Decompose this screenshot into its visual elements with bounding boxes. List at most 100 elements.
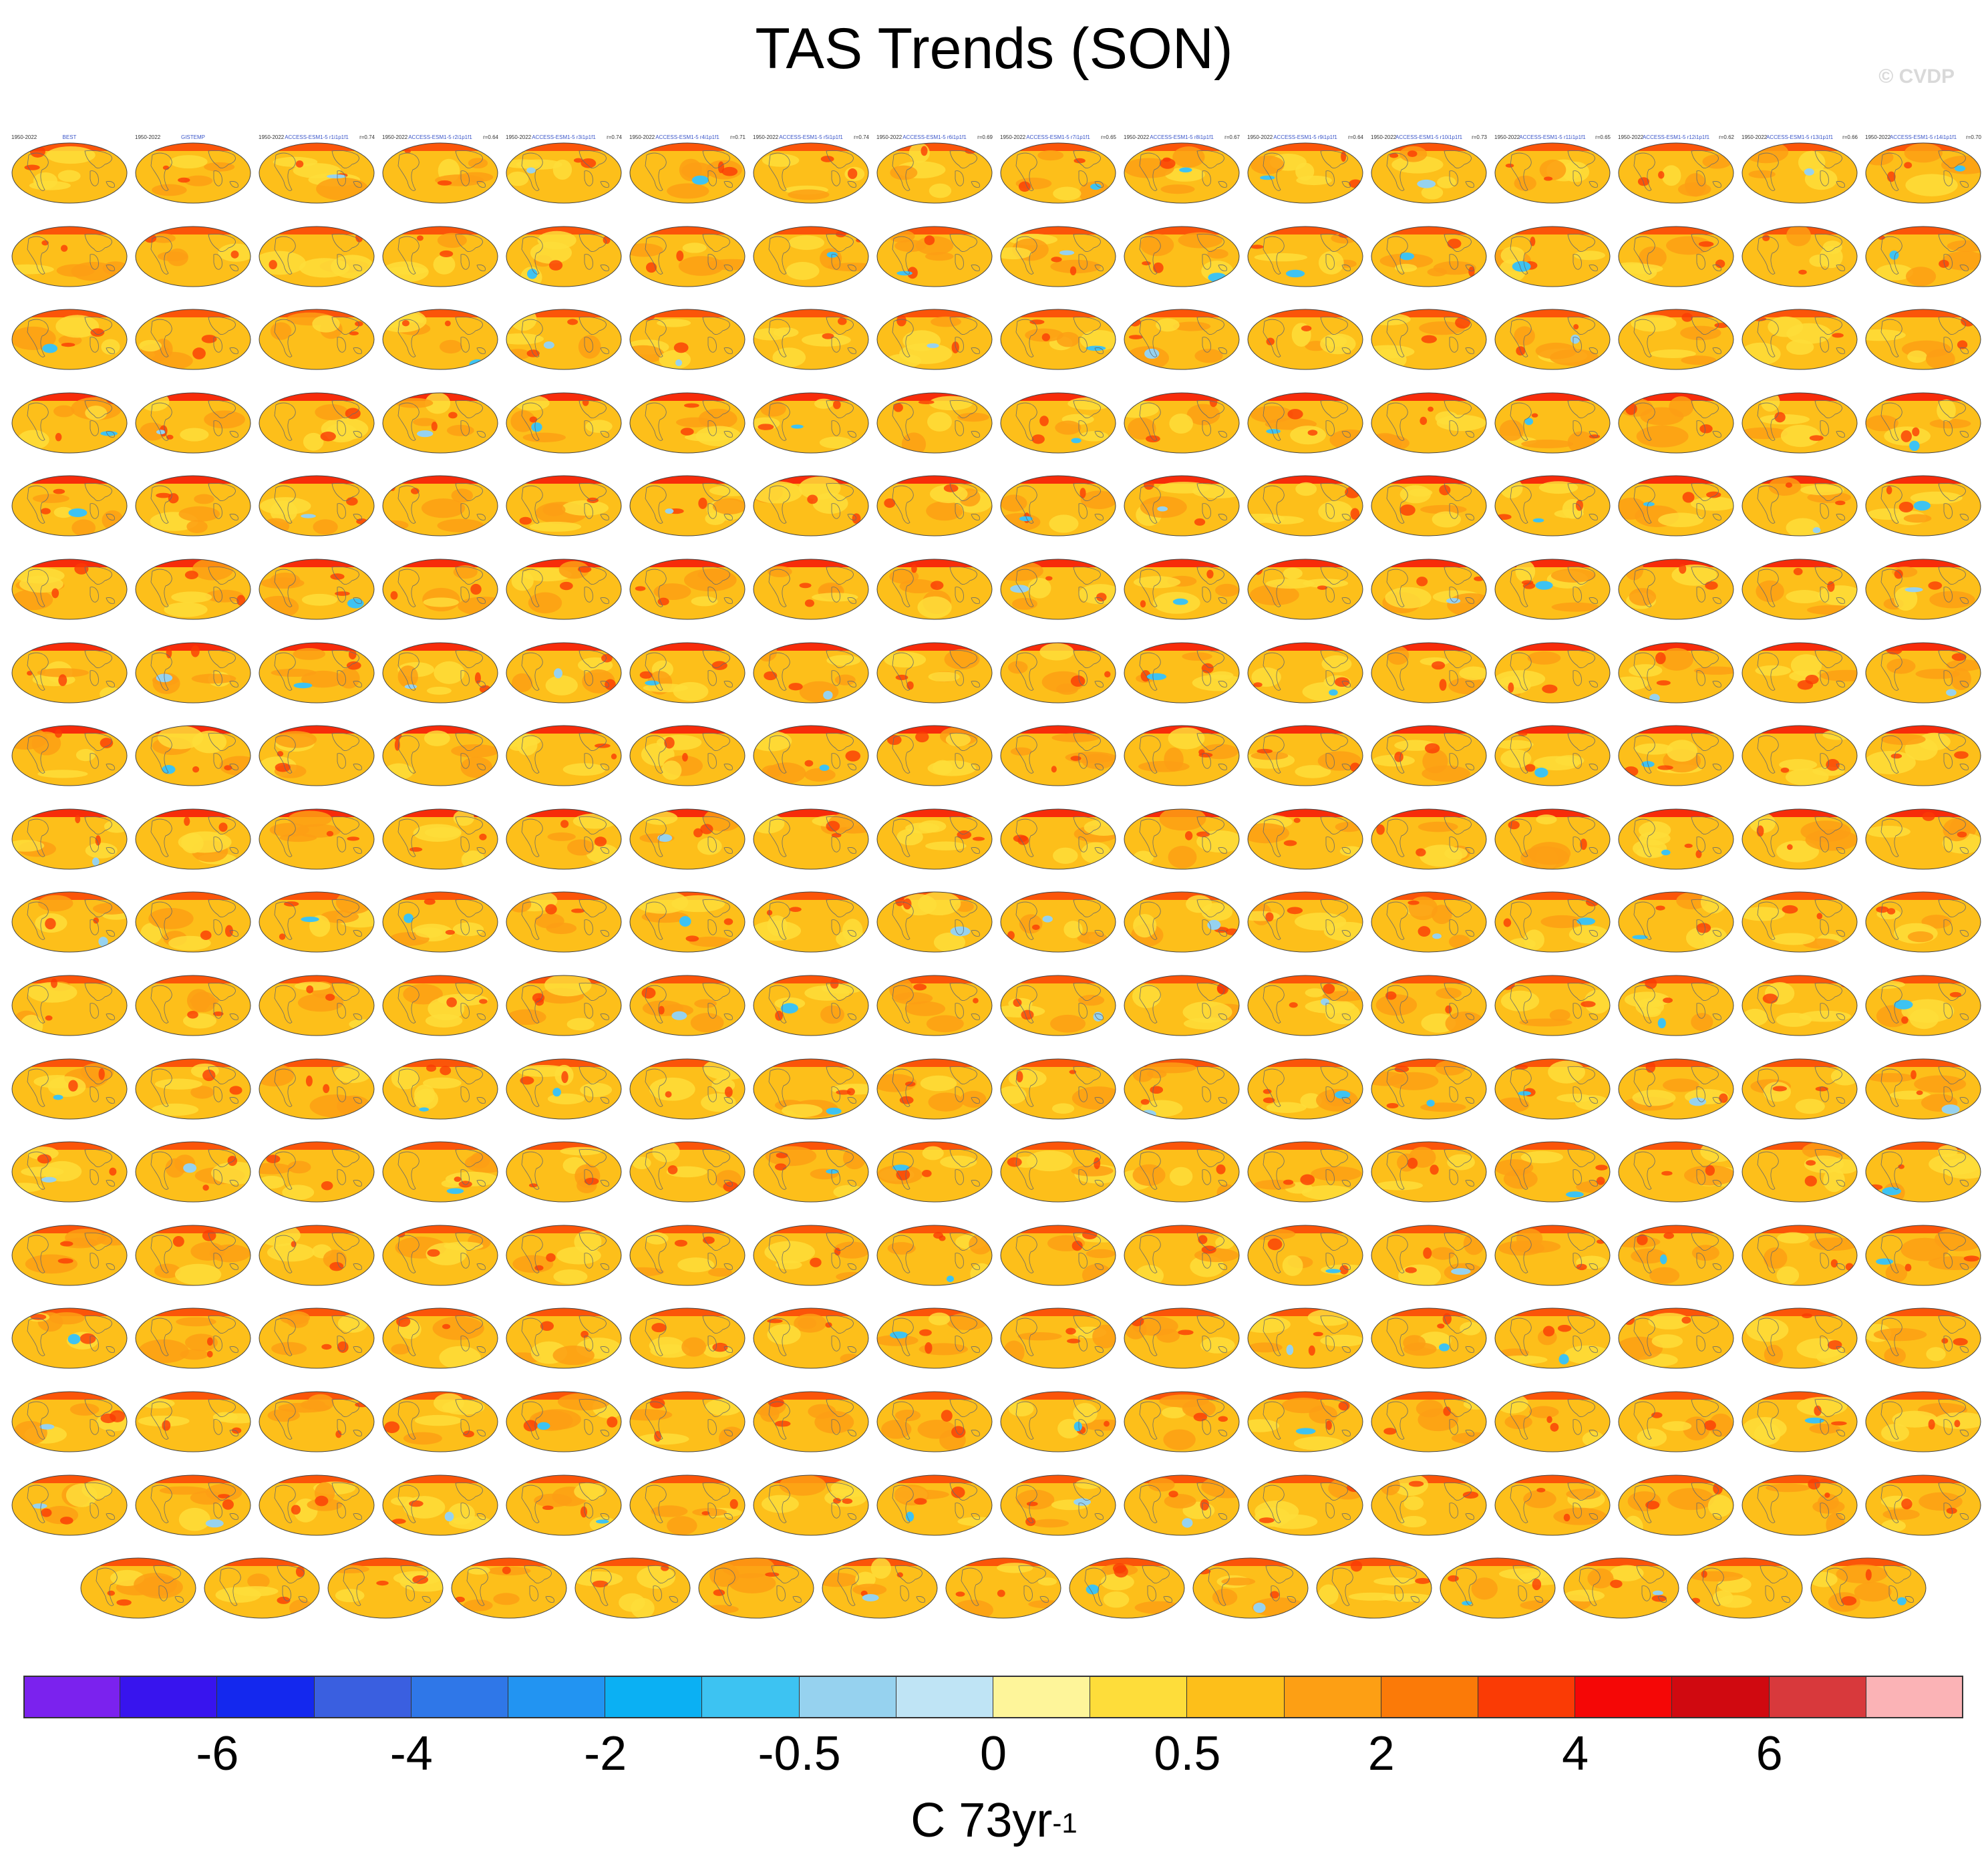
panel-name: ACCESS-ESM1-5 r6i1p1f1 (902, 134, 967, 140)
cooling-patch (301, 514, 316, 518)
trend-region (1742, 342, 1781, 365)
map-panel (1740, 1050, 1859, 1143)
continent-outline (1880, 566, 1969, 607)
trend-region (585, 420, 613, 433)
warming-hotspot (1140, 600, 1146, 608)
warming-hotspot (651, 1323, 667, 1333)
globe-outline (1742, 1225, 1858, 1286)
trend-region (1321, 655, 1352, 672)
map-panel (752, 1132, 870, 1226)
map-panel (752, 217, 870, 311)
globe-map (382, 808, 498, 870)
map-panel (381, 1132, 500, 1226)
continent-outline (1139, 982, 1227, 1024)
trend-region (760, 400, 786, 417)
trend-region (1160, 184, 1195, 194)
globe-map (1371, 1391, 1487, 1452)
trend-region (718, 1426, 745, 1450)
trend-region (85, 405, 108, 420)
warming-hotspot (930, 581, 944, 590)
globe-outline (753, 808, 869, 870)
continent-outline (1015, 1482, 1104, 1523)
globe-map (629, 559, 746, 620)
map-panel (1864, 716, 1983, 810)
trend-region (1168, 728, 1205, 750)
trend-region (1103, 1591, 1129, 1608)
trend-region (1168, 845, 1197, 869)
globe-map (259, 725, 375, 786)
warming-hotspot (1953, 1338, 1968, 1346)
map-panel (999, 966, 1118, 1060)
map-panel (1740, 466, 1859, 560)
warming-hotspot (768, 1398, 784, 1408)
globe-outline (506, 975, 622, 1036)
continent-outline (1015, 1398, 1104, 1440)
warming-hotspot (1468, 266, 1475, 277)
globe-map (1618, 891, 1734, 953)
trend-region (1436, 987, 1462, 999)
map-panel (752, 1299, 870, 1392)
trend-region (1823, 1168, 1845, 1193)
warming-hotspot (1546, 1416, 1552, 1423)
trend-region (492, 1593, 520, 1605)
map-panel (628, 633, 747, 727)
trend-region (702, 1605, 739, 1614)
warming-hotspot (658, 1005, 665, 1015)
warming-hotspot (1904, 162, 1913, 169)
map-panel (1740, 716, 1859, 810)
continent-outline (274, 566, 362, 607)
warming-hotspot (321, 1344, 332, 1350)
trend-region (566, 1018, 595, 1031)
warming-hotspot (520, 1076, 534, 1085)
warming-hotspot (51, 978, 57, 988)
globe-map (629, 1474, 746, 1536)
trend-region (944, 649, 980, 669)
globe-outline (1124, 1307, 1240, 1369)
continent-outline (1139, 1398, 1227, 1440)
warming-hotspot (192, 347, 206, 360)
trend-region (673, 681, 709, 701)
globe-map (135, 142, 251, 204)
cooling-patch (1446, 598, 1461, 604)
globe-map (1865, 392, 1981, 454)
trend-region (1200, 1337, 1235, 1354)
warming-hotspot (1508, 820, 1520, 830)
warming-hotspot (1200, 1499, 1209, 1511)
globe-map (1069, 1557, 1184, 1619)
cooling-patch (1896, 1597, 1907, 1605)
trend-region (439, 1346, 481, 1369)
cooling-patch (41, 1177, 57, 1183)
map-panel (820, 1549, 939, 1642)
cooling-patch (156, 430, 166, 434)
globe-outline (876, 1141, 993, 1203)
warming-hotspot (1656, 679, 1671, 685)
trend-region (656, 735, 702, 751)
map-panel (10, 1050, 129, 1143)
globe-map (1865, 1391, 1981, 1452)
map-panel-label: 1950-2022 ACCESS-ESM1-5 r6i1p1f1 r=0.69 (875, 134, 994, 144)
globe-outline (1494, 891, 1611, 953)
trend-region (1742, 427, 1788, 440)
warming-hotspot (1041, 333, 1050, 341)
globe-outline (753, 475, 869, 536)
trend-region (1941, 1158, 1981, 1179)
globe-map (259, 1474, 375, 1536)
warming-hotspot (1684, 843, 1693, 848)
globe-map (1247, 1307, 1363, 1369)
trend-region (762, 1495, 799, 1513)
globe-map (382, 392, 498, 454)
globe-map (1618, 1474, 1734, 1536)
colorbar (23, 1676, 1963, 1718)
globe-map (1316, 1557, 1432, 1619)
map-panel (134, 300, 253, 394)
warming-hotspot (1253, 563, 1263, 575)
trend-region (293, 647, 326, 660)
trend-region (1536, 814, 1557, 824)
warming-hotspot (1430, 1164, 1439, 1175)
trend-region (1820, 669, 1857, 681)
cooling-patch (1073, 1421, 1082, 1432)
map-panel (10, 1299, 129, 1392)
warming-hotspot (893, 403, 903, 412)
trend-region (1092, 1325, 1116, 1349)
cooling-patch (1073, 1498, 1092, 1506)
